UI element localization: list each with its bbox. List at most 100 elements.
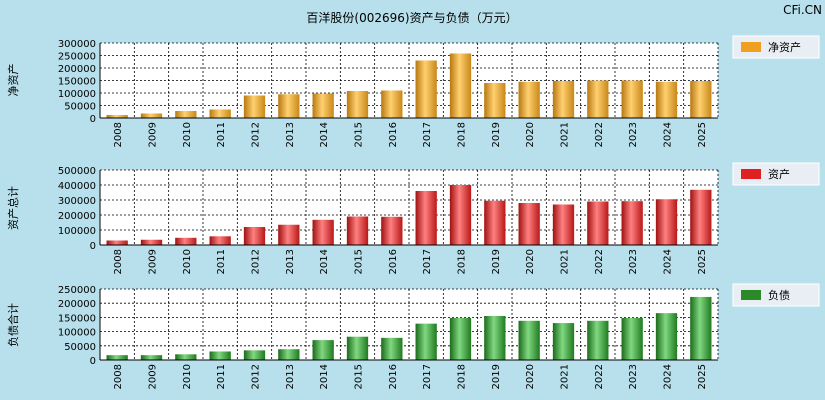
bar bbox=[415, 191, 437, 245]
legend-label: 负债 bbox=[768, 288, 790, 302]
y-tick-label: 50000 bbox=[64, 102, 96, 113]
bar bbox=[655, 313, 678, 360]
bar bbox=[209, 236, 231, 245]
x-tick-label: 2023 bbox=[628, 122, 639, 147]
x-tick-label: 2014 bbox=[319, 122, 330, 147]
x-tick-label: 2008 bbox=[113, 122, 124, 147]
y-tick-label: 300000 bbox=[58, 39, 96, 50]
legend-label: 资产 bbox=[768, 167, 790, 181]
y-axis-label: 资产总计 bbox=[6, 186, 20, 230]
y-tick-label: 200000 bbox=[58, 299, 96, 310]
bar bbox=[381, 216, 403, 245]
bar bbox=[655, 199, 678, 245]
legend: 净资产 bbox=[732, 35, 820, 59]
x-tick-label: 2021 bbox=[560, 122, 571, 147]
y-tick-label: 150000 bbox=[58, 313, 96, 324]
x-tick-label: 2013 bbox=[285, 364, 296, 389]
bar bbox=[175, 354, 197, 360]
bar bbox=[381, 337, 403, 360]
x-tick-label: 2025 bbox=[697, 364, 708, 389]
x-tick-label: 2016 bbox=[388, 122, 399, 147]
x-tick-label: 2010 bbox=[182, 364, 193, 389]
bar bbox=[552, 81, 575, 118]
legend: 资产 bbox=[732, 162, 820, 186]
y-tick-label: 500000 bbox=[58, 166, 96, 177]
x-tick-label: 2018 bbox=[457, 364, 468, 389]
legend-box bbox=[732, 162, 820, 186]
bar bbox=[346, 216, 369, 245]
bar bbox=[587, 201, 609, 245]
y-tick-label: 300000 bbox=[58, 196, 96, 207]
x-tick-label: 2016 bbox=[388, 249, 399, 274]
bar bbox=[484, 83, 506, 118]
bar bbox=[690, 81, 712, 118]
x-tick-label: 2011 bbox=[216, 249, 227, 274]
chart-title: 百洋股份(002696)资产与负债（万元） bbox=[306, 10, 517, 25]
bar bbox=[278, 224, 300, 245]
y-tick-label: 200000 bbox=[58, 64, 96, 75]
x-tick-label: 2008 bbox=[113, 364, 124, 389]
x-tick-label: 2022 bbox=[594, 249, 605, 274]
chart-panel-2: 0 50000 100000 150000 200000 250000 2008 2009 20… bbox=[6, 283, 820, 389]
bar bbox=[518, 320, 540, 360]
bar bbox=[415, 60, 437, 118]
x-tick-label: 2009 bbox=[148, 122, 159, 147]
bar bbox=[690, 189, 712, 245]
x-tick-label: 2012 bbox=[251, 364, 262, 389]
x-tick-label: 2009 bbox=[148, 364, 159, 389]
bar bbox=[484, 315, 506, 360]
watermark: CFi.CN bbox=[783, 3, 822, 17]
y-tick-label: 100000 bbox=[58, 226, 96, 237]
x-tick-label: 2019 bbox=[491, 249, 502, 274]
bar bbox=[106, 240, 128, 245]
bar bbox=[243, 95, 266, 118]
x-tick-label: 2012 bbox=[251, 249, 262, 274]
bar bbox=[415, 323, 437, 360]
x-tick-label: 2013 bbox=[285, 249, 296, 274]
y-tick-label: 250000 bbox=[58, 52, 96, 63]
bar bbox=[140, 355, 163, 360]
x-tick-label: 2016 bbox=[388, 364, 399, 389]
x-tick-label: 2021 bbox=[560, 249, 571, 274]
y-tick-label: 150000 bbox=[58, 77, 96, 88]
x-tick-label: 2020 bbox=[525, 364, 536, 389]
y-tick-label: 100000 bbox=[58, 328, 96, 339]
x-tick-label: 2011 bbox=[216, 364, 227, 389]
x-tick-label: 2008 bbox=[113, 249, 124, 274]
bar bbox=[312, 340, 334, 360]
x-tick-label: 2025 bbox=[697, 122, 708, 147]
x-tick-label: 2024 bbox=[663, 364, 674, 389]
bar bbox=[140, 239, 163, 245]
x-tick-label: 2010 bbox=[182, 122, 193, 147]
bar bbox=[106, 115, 128, 118]
bar bbox=[243, 350, 266, 360]
x-tick-label: 2010 bbox=[182, 249, 193, 274]
y-tick-label: 0 bbox=[90, 114, 96, 125]
plot-area bbox=[100, 289, 718, 360]
y-axis-label: 负债合计 bbox=[6, 303, 20, 347]
bar bbox=[175, 111, 197, 118]
x-tick-label: 2020 bbox=[525, 249, 536, 274]
x-tick-label: 2024 bbox=[663, 249, 674, 274]
bar bbox=[621, 317, 643, 360]
x-tick-label: 2023 bbox=[628, 364, 639, 389]
bar bbox=[587, 80, 609, 118]
x-tick-label: 2012 bbox=[251, 122, 262, 147]
bar bbox=[312, 219, 334, 245]
y-tick-label: 100000 bbox=[58, 89, 96, 100]
x-tick-label: 2014 bbox=[319, 249, 330, 274]
x-tick-label: 2017 bbox=[422, 364, 433, 389]
x-tick-label: 2025 bbox=[697, 249, 708, 274]
y-tick-label: 400000 bbox=[58, 181, 96, 192]
legend-box bbox=[732, 283, 820, 307]
x-tick-label: 2019 bbox=[491, 364, 502, 389]
bar bbox=[381, 90, 403, 118]
bar bbox=[621, 201, 643, 245]
bar bbox=[587, 320, 609, 360]
bar bbox=[243, 227, 266, 245]
x-tick-label: 2013 bbox=[285, 122, 296, 147]
x-tick-label: 2022 bbox=[594, 364, 605, 389]
x-tick-label: 2018 bbox=[457, 122, 468, 147]
